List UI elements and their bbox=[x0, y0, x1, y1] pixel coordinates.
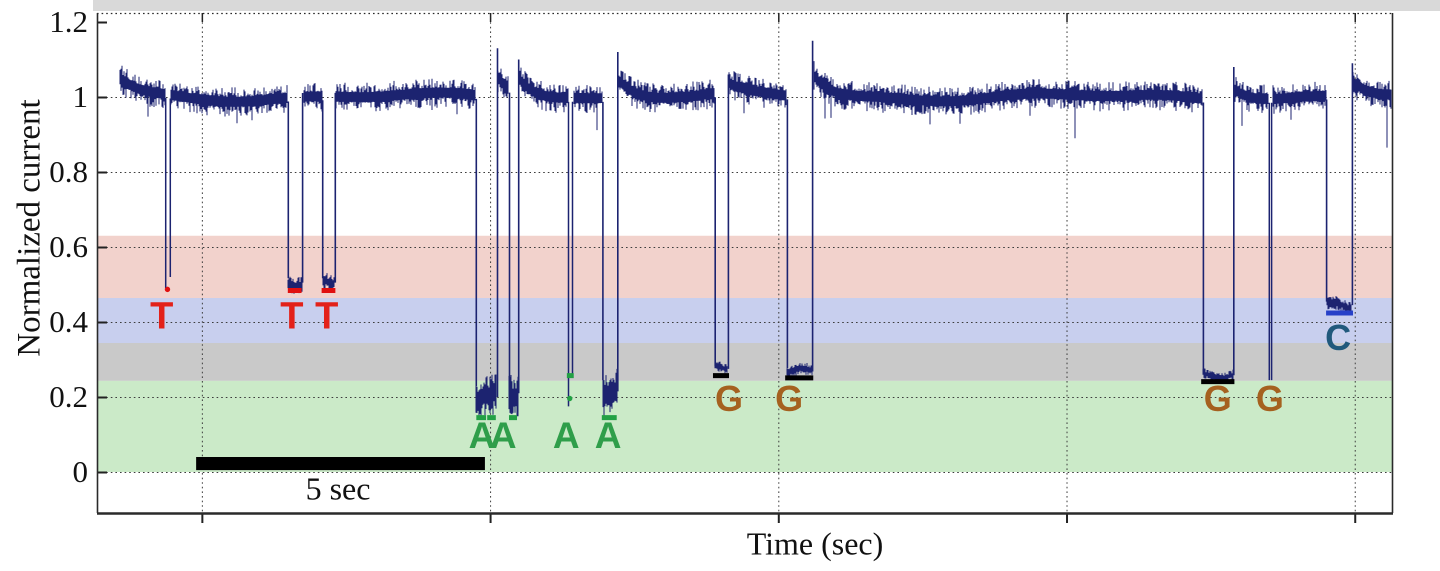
band-C bbox=[97, 298, 1392, 343]
a-event-marker-bar bbox=[487, 415, 496, 421]
band-G bbox=[97, 343, 1392, 381]
band-T bbox=[97, 235, 1392, 298]
base-call-label-C: C bbox=[1325, 317, 1352, 359]
y-axis-title: Normalized current bbox=[11, 99, 48, 357]
y-tick-label: 0 bbox=[72, 454, 89, 489]
g-event-marker-bar bbox=[1201, 379, 1235, 385]
trace-noise bbox=[119, 61, 1392, 419]
figure-top-strip bbox=[93, 0, 1440, 11]
a-event-marker-bar bbox=[601, 415, 617, 421]
a-event-marker-bar bbox=[508, 415, 518, 421]
c-event-marker-bar bbox=[1326, 310, 1354, 316]
y-tick-label: 1.2 bbox=[49, 4, 88, 39]
y-tick-label: 0.4 bbox=[49, 304, 88, 339]
x-axis-title: Time (sec) bbox=[746, 525, 884, 562]
t-event-marker-bar bbox=[321, 288, 336, 293]
y-tick-label: 0.8 bbox=[49, 154, 88, 189]
t-event-marker-bar bbox=[287, 288, 302, 293]
base-call-label-G: G bbox=[715, 378, 744, 420]
y-tick-label: 1 bbox=[72, 79, 89, 114]
t-event-marker-dot bbox=[164, 286, 171, 293]
a-event-marker-bar bbox=[566, 373, 574, 379]
a-event-marker-bar bbox=[476, 415, 487, 421]
base-call-label-G: G bbox=[775, 378, 804, 420]
base-call-label-G: G bbox=[1255, 378, 1284, 420]
base-call-label-A: A bbox=[489, 415, 517, 457]
y-tick-label: 0.2 bbox=[49, 379, 88, 414]
time-scale-bar bbox=[196, 457, 485, 471]
base-call-label-A: A bbox=[594, 415, 622, 457]
g-event-marker-bar bbox=[785, 375, 814, 381]
base-call-label-T: T bbox=[315, 295, 339, 338]
a-event-marker-dot bbox=[567, 395, 573, 402]
base-call-label-T: T bbox=[280, 295, 304, 338]
g-event-marker-bar bbox=[712, 373, 730, 379]
band-A bbox=[97, 380, 1392, 472]
y-tick-label: 0.6 bbox=[49, 229, 88, 264]
base-call-label-T: T bbox=[150, 295, 174, 338]
base-call-label-A: A bbox=[552, 415, 580, 457]
scale-bar-label: 5 sec bbox=[305, 470, 371, 507]
base-call-label-G: G bbox=[1203, 378, 1232, 420]
base-call-label-A: A bbox=[468, 415, 496, 457]
